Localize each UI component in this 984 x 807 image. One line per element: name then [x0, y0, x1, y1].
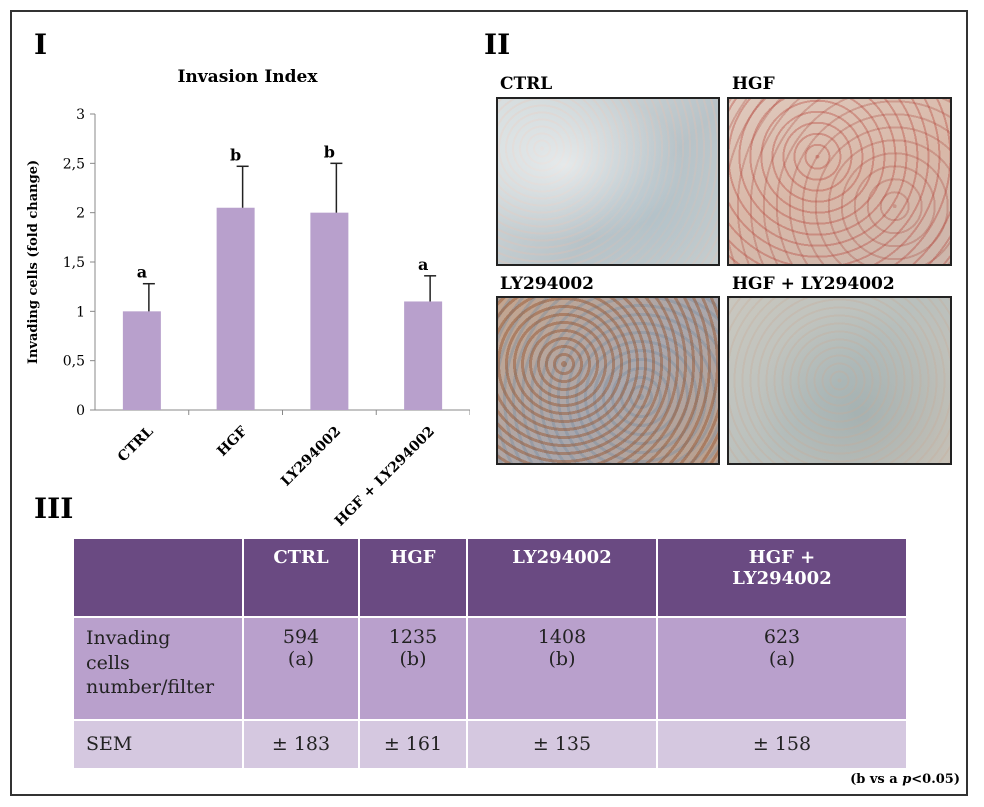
- panel-label-ii: II: [484, 28, 511, 61]
- table-cell: 1408 (b): [466, 616, 658, 721]
- x-tick-label: CTRL: [115, 423, 157, 465]
- table-header-cell: [72, 537, 244, 618]
- panel-label-iii: III: [34, 492, 74, 525]
- panel-label-i: I: [34, 28, 48, 61]
- y-tick-label: 1: [76, 304, 85, 320]
- y-tick-label: 1,5: [63, 255, 85, 271]
- photo-label-ly294002: LY294002: [500, 274, 594, 294]
- y-tick-label: 3: [76, 107, 85, 123]
- table-header-cell: CTRL: [242, 537, 360, 618]
- figure-frame: [10, 10, 968, 796]
- row-label: Invading cells number/filter: [72, 616, 244, 721]
- table-cell: ± 158: [656, 719, 908, 770]
- significance-label: b: [324, 142, 335, 161]
- table-cell: ± 135: [466, 719, 658, 770]
- micrograph-ly294002: [496, 296, 720, 465]
- significance-label: b: [230, 145, 241, 164]
- invading-cells-table: CTRL HGF LY294002 HGF + LY294002 Invadin…: [72, 537, 908, 770]
- table-cell: 1235 (b): [358, 616, 468, 721]
- photo-label-ctrl: CTRL: [500, 74, 553, 94]
- table-header-row: CTRL HGF LY294002 HGF + LY294002: [72, 537, 908, 618]
- table-row: Invading cells number/filter 594 (a) 1235…: [72, 616, 908, 721]
- table-row: SEM ± 183 ± 161 ± 135 ± 158: [72, 719, 908, 770]
- bar: [122, 311, 161, 410]
- table-header-cell: LY294002: [466, 537, 658, 618]
- table-cell: ± 183: [242, 719, 360, 770]
- x-tick-label: LY294002: [278, 424, 344, 490]
- x-tick-label: HGF + LY294002: [332, 424, 438, 530]
- y-tick-label: 2: [76, 206, 85, 222]
- table-cell: 623 (a): [656, 616, 908, 721]
- y-axis-label: Invading cells (fold change): [26, 160, 41, 364]
- header-line: HGF + LY294002: [732, 547, 832, 589]
- table-header-cell: HGF: [358, 537, 468, 618]
- micrograph-hgf: [727, 97, 952, 266]
- footnote: (b vs a p<0.05): [850, 772, 960, 787]
- y-tick-label: 0: [76, 403, 85, 419]
- significance-label: a: [418, 255, 428, 274]
- bar: [404, 301, 443, 410]
- y-tick-label: 0,5: [63, 354, 85, 370]
- micrograph-hgf-ly294002: [727, 296, 952, 465]
- invasion-index-chart: Invasion Index Invading cells (fold chang…: [26, 67, 470, 530]
- table-cell: 594 (a): [242, 616, 360, 721]
- significance-label: a: [137, 263, 147, 282]
- bar: [216, 207, 255, 410]
- bar: [310, 212, 349, 410]
- table-header-cell: HGF + LY294002: [656, 537, 908, 618]
- x-tick-label: HGF: [214, 423, 250, 459]
- y-tick-label: 2,5: [63, 156, 85, 172]
- table-cell: ± 161: [358, 719, 468, 770]
- row-label: SEM: [72, 719, 244, 770]
- photo-label-hgf: HGF: [732, 74, 775, 94]
- chart-title: Invasion Index: [177, 67, 318, 87]
- photo-label-hgf-ly294002: HGF + LY294002: [732, 274, 895, 294]
- micrograph-ctrl: [496, 97, 720, 266]
